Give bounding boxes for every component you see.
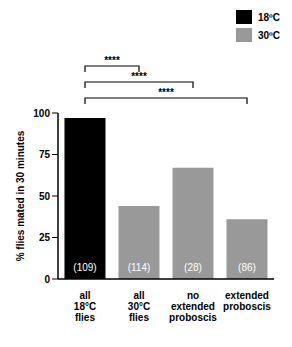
svg-text:75: 75 bbox=[39, 149, 51, 160]
html-text:30ºC: 30ºC bbox=[258, 29, 280, 41]
svg-text:(28): (28) bbox=[184, 262, 202, 273]
svg-text:noextendedproboscis: noextendedproboscis bbox=[169, 290, 217, 323]
svg-text:100: 100 bbox=[33, 108, 50, 119]
svg-text:% flies mated in 30 minutes: % flies mated in 30 minutes bbox=[15, 130, 26, 261]
svg-text:all30°Cflies: all30°Cflies bbox=[128, 290, 150, 323]
svg-text:25: 25 bbox=[39, 232, 51, 243]
svg-text:extendedproboscis: extendedproboscis bbox=[223, 290, 271, 312]
svg-text:****: **** bbox=[104, 55, 120, 66]
svg-text:****: **** bbox=[158, 87, 174, 98]
svg-text:0: 0 bbox=[44, 274, 50, 285]
svg-text:(86): (86) bbox=[238, 262, 256, 273]
html-text:18ºC: 18ºC bbox=[258, 11, 280, 23]
svg-text:(109): (109) bbox=[73, 262, 96, 273]
svg-text:all18°Cflies: all18°Cflies bbox=[74, 290, 96, 323]
svg-text:(114): (114) bbox=[128, 262, 151, 273]
svg-text:50: 50 bbox=[39, 191, 51, 202]
svg-text:****: **** bbox=[131, 71, 147, 82]
